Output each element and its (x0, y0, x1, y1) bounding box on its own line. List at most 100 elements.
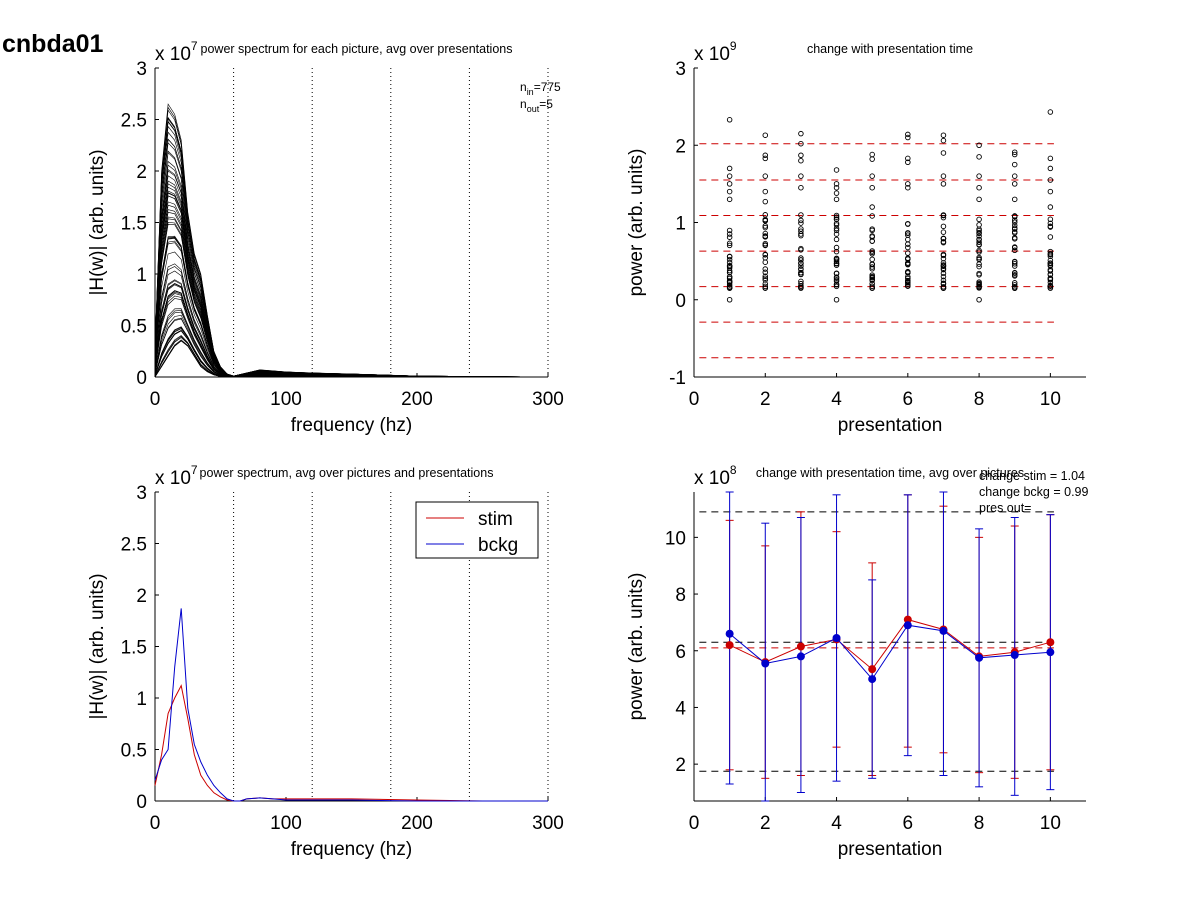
x-tick-label: 10 (1040, 813, 1061, 834)
y-tick-label: 0 (136, 368, 147, 389)
data-point (940, 132, 947, 138)
data-point (762, 269, 769, 276)
data-point-bckg (903, 621, 912, 630)
presentation-points-6 (905, 131, 911, 289)
data-point (726, 227, 733, 234)
data-point (1047, 284, 1054, 291)
y-exponent: 7 (191, 39, 198, 53)
data-point (798, 245, 804, 252)
y-exponent: 7 (191, 463, 198, 477)
data-point (976, 173, 982, 179)
data-point (905, 134, 911, 141)
spectrum-line (154, 195, 549, 378)
data-point (1047, 251, 1054, 257)
data-point (940, 181, 947, 187)
data-point (869, 248, 875, 254)
data-point (726, 256, 733, 263)
data-point (1047, 266, 1054, 273)
data-point (798, 260, 804, 267)
x-tick-label: 0 (150, 813, 161, 834)
data-point (833, 181, 840, 187)
presentation-points-8 (976, 142, 982, 303)
chart-title: change with presentation time, avg over … (756, 466, 1024, 480)
data-point (905, 278, 911, 284)
data-point (1011, 226, 1018, 232)
data-point (726, 262, 733, 269)
data-point (976, 283, 982, 290)
data-point (726, 188, 733, 195)
data-point (976, 256, 982, 262)
y-tick-label: 2 (136, 162, 147, 183)
y-tick-label: 3 (675, 59, 686, 80)
data-point (976, 272, 982, 278)
data-point (869, 227, 875, 234)
data-point (1047, 177, 1054, 183)
data-point (1011, 261, 1018, 267)
spectrum-line (154, 138, 549, 378)
presentation-points-3 (798, 130, 804, 291)
x-tick-label: 100 (270, 813, 302, 834)
spectrum-line (154, 164, 549, 378)
data-point (905, 155, 911, 162)
x-tick-label: 200 (401, 813, 433, 834)
presentation-points-9 (1011, 149, 1018, 291)
data-point (940, 270, 947, 277)
data-point (762, 234, 769, 240)
data-point-bckg (796, 652, 805, 661)
y-tick-label: -1 (669, 368, 686, 389)
data-point (976, 229, 982, 236)
y-tick-label: 8 (675, 585, 686, 606)
y-tick-label: 2.5 (121, 535, 147, 556)
data-point (1047, 248, 1054, 255)
data-point (1011, 230, 1018, 236)
data-point-bckg (975, 653, 984, 662)
data-point (1011, 222, 1018, 229)
data-point (833, 184, 840, 191)
data-point (976, 285, 982, 291)
y-exponent-label: x 107 (155, 463, 198, 489)
data-point (762, 217, 769, 224)
data-point (726, 274, 733, 280)
data-point (726, 231, 733, 237)
data-point (726, 240, 733, 247)
data-point (940, 283, 947, 290)
data-point (726, 117, 733, 123)
y-exponent-label: x 109 (694, 39, 737, 65)
y-tick-label: 1 (675, 214, 686, 235)
data-point (905, 241, 911, 247)
data-point (1047, 260, 1054, 267)
data-point (1011, 236, 1018, 242)
data-point (940, 150, 947, 156)
data-point (976, 216, 982, 223)
data-point-bckg (725, 629, 734, 638)
spectrum-line (154, 192, 549, 378)
data-point (833, 212, 840, 219)
data-point (1011, 280, 1018, 286)
data-point (833, 167, 840, 173)
spectrum-line (154, 314, 549, 378)
data-point (726, 280, 733, 286)
data-point (798, 184, 804, 191)
data-point (833, 244, 840, 251)
x-tick-label: 6 (903, 389, 914, 410)
data-point (762, 285, 769, 291)
annotation-in: nin=775 (520, 80, 561, 97)
data-point (798, 173, 804, 179)
y-tick-label: 0.5 (121, 741, 147, 762)
data-point (833, 214, 840, 220)
data-point (726, 173, 733, 179)
data-point (869, 173, 875, 179)
x-tick-label: 200 (401, 389, 433, 410)
y-exponent-label: x 108 (694, 463, 737, 489)
spectrum-line (154, 180, 549, 378)
data-point-stim (725, 641, 734, 650)
data-point (762, 240, 769, 247)
spectrum-line (154, 183, 549, 378)
spectrum-line (154, 186, 549, 378)
spectrum-line (154, 106, 549, 378)
data-point (976, 263, 982, 270)
data-point (833, 258, 840, 265)
data-point (726, 181, 733, 187)
data-point (1011, 273, 1018, 279)
y-tick-label: 0.5 (121, 317, 147, 338)
